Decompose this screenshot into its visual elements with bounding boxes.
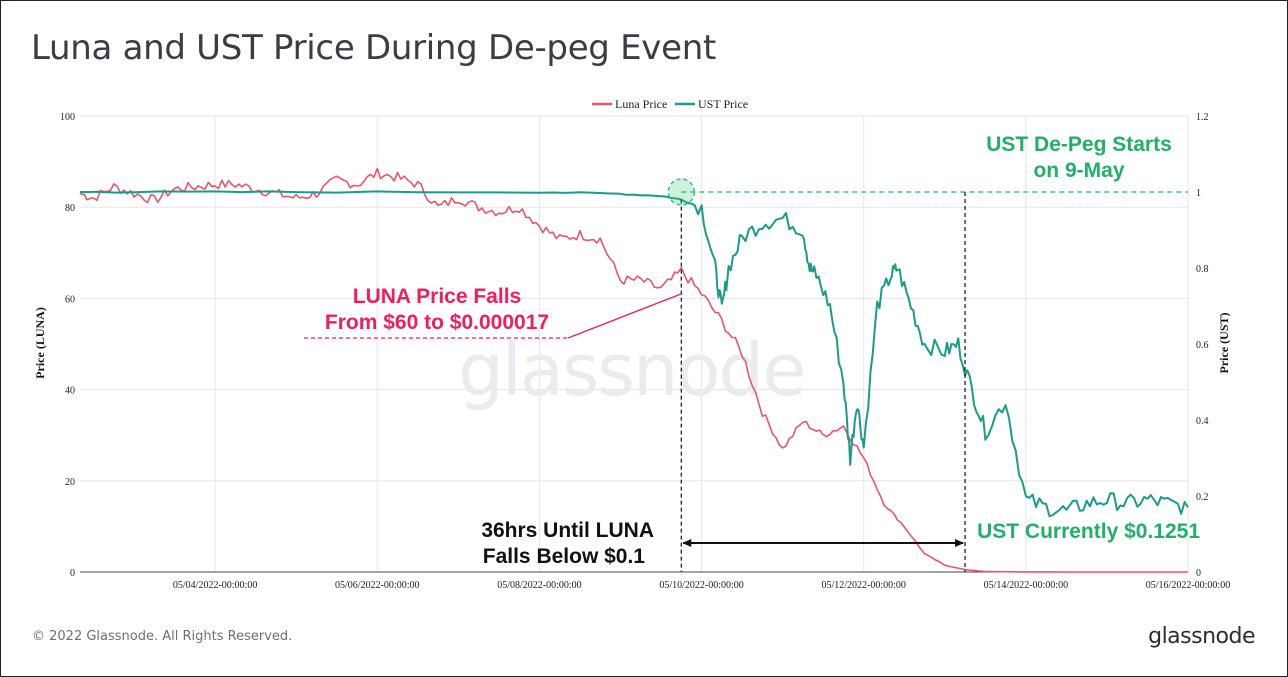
y-tick-right: 1.2 [1196,112,1209,123]
y-tick-right: 0.8 [1196,264,1209,275]
ust-price-line [80,190,1189,518]
x-tick-label: 05/14/2022-00:00:00 [984,580,1068,591]
y-tick-left: 100 [60,112,75,123]
y-axis-left-label: Price (LUNA) [33,307,47,379]
page-title: Luna and UST Price During De-peg Event [31,28,717,68]
x-tick-label: 05/06/2022-00:00:00 [335,580,419,591]
y-tick-right: 0.4 [1196,416,1209,427]
y-tick-right: 0.6 [1196,340,1209,351]
y-tick-right: 1 [1196,188,1201,199]
luna-falls-annotation-line2: From $60 to $0.000017 [325,311,549,334]
y-axis-right-label: Price (UST) [1217,313,1231,374]
legend-label-luna: Luna Price [615,97,667,111]
y-tick-left: 40 [65,386,75,397]
interval-annotation-line2: Falls Below $0.1 [483,545,646,568]
x-tick-label: 05/12/2022-00:00:00 [821,580,905,591]
y-axis-left-ticks: 0 20 40 60 80 100 [60,112,75,579]
interval-annotation-line1: 36hrs Until LUNA [481,519,654,542]
y-tick-left: 20 [65,477,75,488]
legend: Luna Price UST Price [592,97,748,111]
ust-depeg-annotation-line1: UST De-Peg Starts [986,133,1172,156]
y-tick-left: 80 [65,203,75,214]
depeg-start-marker [667,178,695,206]
x-tick-label: 05/10/2022-00:00:00 [659,580,743,591]
luna-falls-annotation-line1: LUNA Price Falls [353,285,521,308]
x-tick-label: 05/16/2022-00:00:00 [1146,580,1230,591]
ust-current-annotation: UST Currently $0.1251 [977,520,1200,543]
legend-label-ust: UST Price [698,97,748,111]
y-tick-left: 0 [70,568,75,579]
ust-depeg-annotation-line2: on 9-May [1033,159,1124,182]
luna-callout-pointer [567,293,682,339]
copyright-text: © 2022 Glassnode. All Rights Reserved. [32,629,293,644]
watermark: glassnode [458,328,805,412]
y-tick-left: 60 [65,294,75,305]
y-tick-right: 0.2 [1196,492,1209,503]
glassnode-logo: glassnode [1148,624,1255,649]
luna-price-line [79,167,1188,573]
y-tick-right: 0 [1196,568,1201,579]
x-axis-ticks: 05/04/2022-00:00:00 05/06/2022-00:00:00 05… [173,580,1230,591]
x-tick-label: 05/08/2022-00:00:00 [497,580,581,591]
y-axis-right-ticks: 0 0.2 0.4 0.6 0.8 1 1.2 [1196,112,1209,579]
x-tick-label: 05/04/2022-00:00:00 [173,580,257,591]
